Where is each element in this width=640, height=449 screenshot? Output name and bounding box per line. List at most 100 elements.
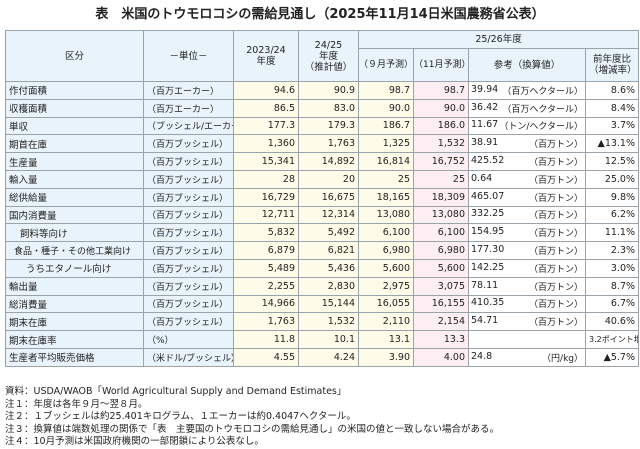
change-rate: 3.7% (584, 116, 640, 136)
value-september: 3.90 (358, 347, 414, 367)
row-label: 飼料等向け (5, 223, 144, 243)
value-november: 18,309 (413, 187, 469, 207)
header-september: （９月予測） (358, 48, 414, 82)
header-category: 区分 (5, 30, 144, 82)
table-row: 期首在庫 （百万ブッシェル） 1,360 1,763 1,325 1,532 38.91 （百… (5, 134, 640, 154)
reference-number: 0.64 (471, 172, 493, 184)
reference-number: 24.8 (471, 350, 493, 362)
value-2023: 15,341 (233, 152, 299, 171)
table-row: 総消費量 （百万ブッシェル） 14,966 15,144 16,055 16,155 410… (5, 294, 640, 314)
change-rate: ▲13.1% (584, 134, 640, 154)
value-2023: 94.6 (233, 81, 299, 100)
value-2024: 5,492 (298, 223, 359, 243)
reference-value: 39.94 （百万ヘクタール） (468, 81, 586, 100)
reference-unit: （百万トン） (528, 229, 583, 240)
value-2023: 4.55 (233, 347, 299, 367)
value-2023: 6,879 (233, 241, 299, 260)
header-2024: 24/25 年度 （推計値） (298, 30, 359, 82)
value-2023: 1,763 (233, 312, 299, 332)
reference-value: 154.95 （百万トン） (468, 223, 586, 243)
table-row: 食品・種子・その他工業向け （百万ブッシェル） 6,879 6,821 6,980 6,9… (5, 241, 640, 260)
value-2023: 14,966 (233, 294, 299, 314)
value-september: 2,110 (358, 312, 414, 332)
reference-number: 410.35 (471, 297, 505, 309)
reference-number: 154.95 (471, 226, 505, 238)
row-label: 収穫面積 (5, 98, 144, 118)
value-november: 3,075 (413, 276, 469, 296)
table-row: 輸出量 （百万ブッシェル） 2,255 2,830 2,975 3,075 78.11 （百万… (5, 276, 640, 296)
value-september: 5,600 (358, 258, 414, 278)
value-september: 25 (358, 169, 414, 189)
value-2024: 14,892 (298, 152, 359, 171)
value-2023: 177.3 (233, 116, 299, 136)
supply-demand-table: 区分 －単位－ 2023/24 年度 24/25 年度 （推計値） 25/26年度 … (5, 30, 640, 367)
value-2024: 179.3 (298, 116, 359, 136)
reference-number: 54.71 (471, 315, 499, 327)
row-label: 総供給量 (5, 187, 144, 207)
reference-value: 142.25 （百万トン） (468, 258, 586, 278)
reference-unit: （百万トン） (528, 300, 583, 311)
notes: 資料：USDA/WAOB「World Agricultural Supply a… (5, 386, 499, 449)
reference-unit: （百万トン） (528, 264, 583, 275)
row-label: 期末在庫 (5, 312, 144, 332)
reference-value: 332.25 （百万トン） (468, 205, 586, 225)
header-2023: 2023/24 年度 (233, 30, 299, 82)
value-2024: 15,144 (298, 294, 359, 314)
value-november: 5,600 (413, 258, 469, 278)
table-row: 単収（ブッシェル/エーカー）177.3179.3186.7186.011.67（… (5, 116, 640, 136)
value-november: 13,080 (413, 205, 469, 225)
change-rate: 6.2% (584, 205, 640, 225)
value-2024: 2,830 (298, 276, 359, 296)
row-unit: （百万ブッシェル） (143, 169, 234, 189)
reference-value: 24.8 （円/kg） (468, 347, 586, 367)
value-2024: 90.9 (298, 81, 359, 100)
value-september: 6,980 (358, 241, 414, 260)
note-source: 資料：USDA/WAOB「World Agricultural Supply a… (5, 386, 347, 397)
row-label: 期首在庫 (5, 134, 144, 154)
note-3: 注３：換算値は端数処理の関係で「表 主要国のトウモロコシの需給見通し」の米国の値… (5, 423, 500, 435)
row-unit: （ブッシェル/エーカー） (143, 116, 234, 136)
value-september: 186.7 (358, 116, 414, 136)
value-2024: 1,763 (298, 134, 359, 154)
row-unit: （百万ブッシェル） (143, 312, 234, 332)
value-november: 6,100 (413, 223, 469, 243)
value-2023: 5,489 (233, 258, 299, 278)
value-september: 18,165 (358, 187, 414, 207)
reference-number: 78.11 (471, 279, 499, 291)
table-row: 収穫面積 （百万エーカー） 86.5 83.0 90.0 90.0 36.42 （百万ヘクター… (5, 98, 640, 118)
change-rate: 2.3% (584, 241, 640, 260)
value-september: 98.7 (358, 81, 414, 100)
change-rate: 8.4% (584, 98, 640, 118)
reference-number: 38.91 (471, 137, 499, 149)
reference-number: 332.25 (471, 208, 505, 220)
note-4: 注４：10月予測は米国政府機関の一部閉鎖により公表なし。 (5, 436, 264, 447)
value-november: 186.0 (413, 116, 469, 136)
change-rate: ▲5.7% (584, 347, 640, 367)
table-row: 期末在庫率 （%） 11.8 10.1 13.1 13.3 3.2ポイント増 (5, 330, 640, 349)
value-november: 16,155 (413, 294, 469, 314)
reference-value: 38.91 （百万トン） (468, 134, 586, 154)
table-row: 輸入量 （百万ブッシェル） 28 20 25 25 0.64 （百万トン） 25.0% (5, 169, 640, 189)
reference-number: 11.67 (471, 119, 499, 131)
header-unit: －単位－ (143, 30, 234, 82)
change-rate: 3.2ポイント増 (584, 330, 640, 349)
value-2023: 2,255 (233, 276, 299, 296)
reference-value: 425.52 （百万トン） (468, 152, 586, 171)
value-september: 16,814 (358, 152, 414, 171)
change-rate: 8.7% (584, 276, 640, 296)
row-unit: （百万ブッシェル） (143, 134, 234, 154)
value-november: 25 (413, 169, 469, 189)
row-label: 単収 (5, 116, 144, 136)
value-2024: 1,532 (298, 312, 359, 332)
reference-number: 142.25 (471, 261, 505, 273)
row-label: 作付面積 (5, 81, 144, 100)
value-2024: 4.24 (298, 347, 359, 367)
reference-unit: （百万トン） (528, 193, 583, 204)
reference-value (468, 330, 586, 349)
value-november: 2,154 (413, 312, 469, 332)
value-november: 90.0 (413, 98, 469, 118)
reference-value: 36.42 （百万ヘクタール） (468, 98, 586, 118)
reference-number: 39.94 (471, 83, 499, 95)
reference-value: 11.67 （トン/ヘクタール） (468, 116, 586, 136)
row-label: 期末在庫率 (5, 330, 144, 349)
